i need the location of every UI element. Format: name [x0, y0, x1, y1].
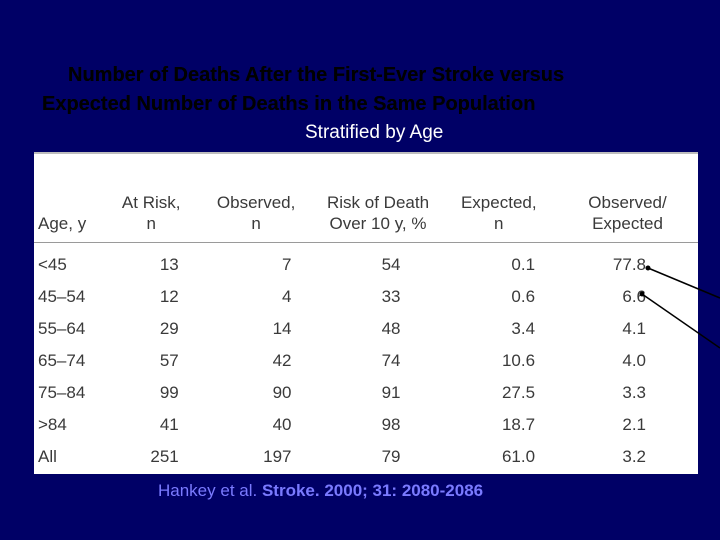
cell-expected: 3.4	[511, 318, 536, 338]
cell-risk: 33	[381, 286, 401, 306]
cell-age: 55–64	[38, 318, 86, 338]
header-observed: Observed, n	[196, 154, 316, 243]
citation-authors: Hankey et al.	[158, 481, 258, 500]
cell-at-risk: 251	[150, 446, 179, 466]
slide-title-line-1: Number of Deaths After the First-Ever St…	[68, 64, 565, 86]
cell-observed: 4	[282, 286, 292, 306]
cell-risk: 48	[381, 318, 401, 338]
cell-age: 65–74	[38, 350, 86, 370]
cell-expected: 18.7	[501, 414, 536, 434]
cell-risk: 79	[381, 446, 401, 466]
cell-expected: 10.6	[501, 350, 536, 370]
header-observed-expected: Observed/Expected	[557, 154, 698, 243]
slide-title-line-2: Expected Number of Deaths in the Same Po…	[42, 93, 536, 115]
cell-observed: 42	[272, 350, 292, 370]
arrow-dot-1	[645, 265, 651, 271]
cell-at-risk: 41	[159, 414, 179, 434]
header-at-risk: At Risk, n	[105, 154, 197, 243]
cell-at-risk: 29	[159, 318, 179, 338]
cell-observed: 40	[272, 414, 292, 434]
cell-expected: 27.5	[501, 382, 536, 402]
arrow-line-1	[647, 267, 720, 299]
table-row: 65–74 57 42 74 10.6 4.0	[34, 345, 698, 377]
cell-age: 45–54	[38, 286, 86, 306]
cell-observed: 90	[272, 382, 292, 402]
header-risk-of-death: Risk of Death Over 10 y, %	[315, 154, 441, 243]
arrow-dot-2	[639, 291, 645, 297]
cell-age: 75–84	[38, 382, 86, 402]
cell-observed: 7	[282, 254, 292, 274]
cell-at-risk: 99	[159, 382, 179, 402]
table-row: >84 41 40 98 18.7 2.1	[34, 409, 698, 441]
cell-ratio: 77.8	[612, 254, 646, 274]
cell-risk: 74	[381, 350, 401, 370]
header-expected: Expected, n	[440, 154, 558, 243]
cell-age: >84	[38, 414, 67, 434]
cell-risk: 98	[381, 414, 401, 434]
cell-at-risk: 12	[159, 286, 179, 306]
table-header-row: Age, y At Risk, n Observed, n Risk of Deat…	[34, 154, 698, 243]
table-row: 45–54 12 4 33 0.6 6.6	[34, 281, 698, 313]
header-age: Age, y	[34, 154, 106, 243]
cell-at-risk: 57	[159, 350, 179, 370]
table-row: 75–84 99 90 91 27.5 3.3	[34, 377, 698, 409]
cell-ratio: 3.2	[622, 446, 646, 466]
cell-ratio: 2.1	[622, 414, 646, 434]
cell-expected: 61.0	[501, 446, 536, 466]
cell-at-risk: 13	[159, 254, 179, 274]
cell-expected: 0.6	[511, 286, 536, 306]
cell-observed: 14	[272, 318, 292, 338]
slide-subtitle: Stratified by Age	[305, 122, 444, 143]
citation-journal: Stroke. 2000; 31: 2080-2086	[261, 481, 484, 500]
table-row-total: All 251 197 79 61.0 3.2	[34, 441, 698, 473]
cell-expected: 0.1	[511, 254, 536, 274]
deaths-table: Age, y At Risk, n Observed, n Risk of Deat…	[34, 154, 698, 473]
cell-ratio: 3.3	[622, 382, 646, 402]
data-table-container: Age, y At Risk, n Observed, n Risk of Deat…	[34, 152, 698, 474]
cell-risk: 91	[381, 382, 401, 402]
cell-observed: 197	[263, 446, 292, 466]
cell-ratio: 6.6	[622, 286, 646, 306]
citation: Hankey et al. Stroke. 2000; 31: 2080-208…	[158, 481, 483, 501]
arrow-line-2	[641, 293, 720, 349]
table-row: 55–64 29 14 48 3.4 4.1	[34, 313, 698, 345]
cell-ratio: 4.1	[622, 318, 646, 338]
cell-risk: 54	[381, 254, 401, 274]
table-row: <45 13 7 54 0.1 77.8	[34, 242, 698, 281]
cell-age: <45	[38, 254, 67, 274]
cell-ratio: 4.0	[622, 350, 646, 370]
cell-age: All	[38, 446, 57, 466]
